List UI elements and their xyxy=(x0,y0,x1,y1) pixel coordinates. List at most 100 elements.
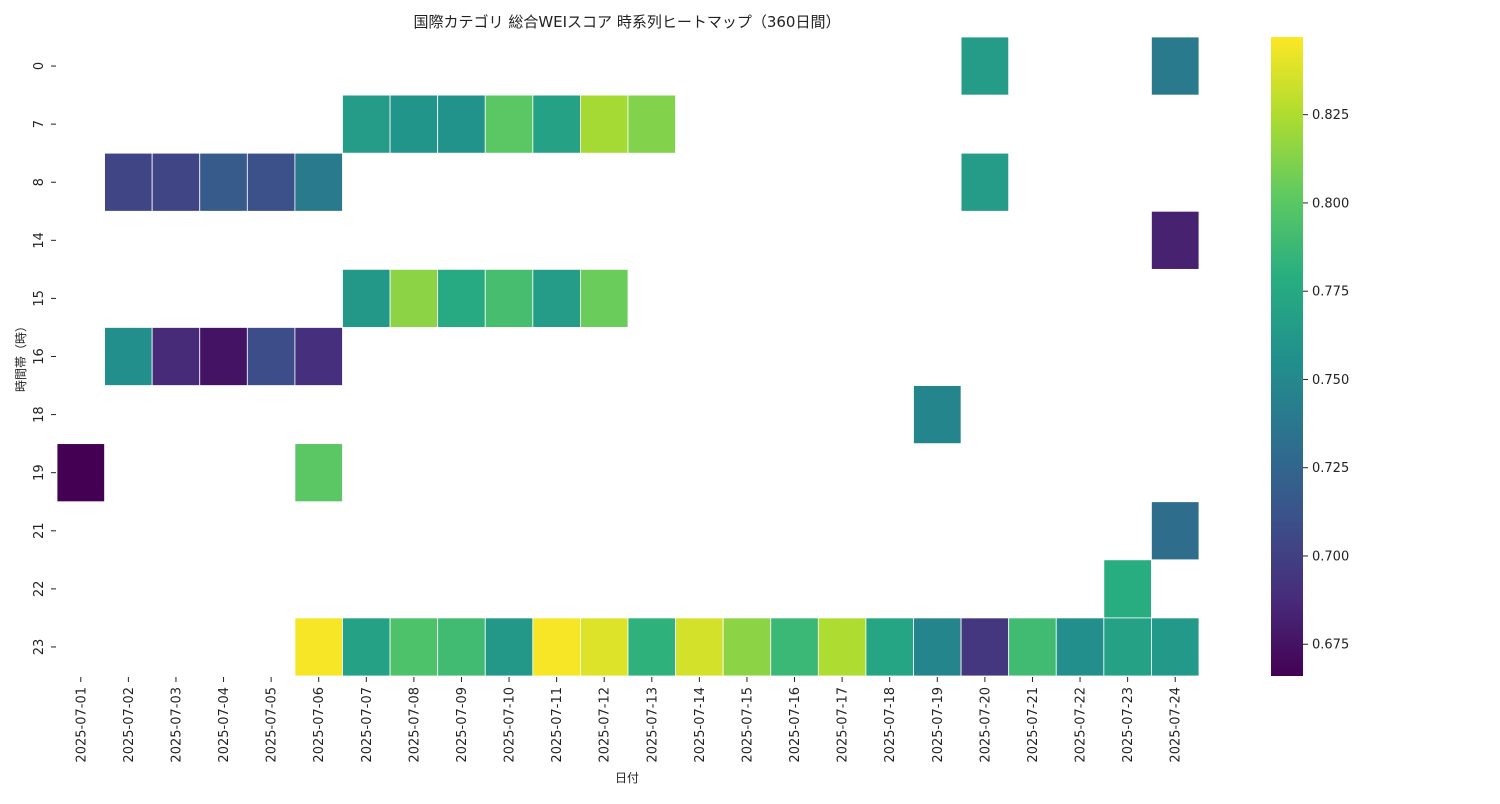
heatmap-cell xyxy=(1151,617,1200,677)
heatmap-cell xyxy=(437,94,486,154)
x-tick-label: 2025-07-13 xyxy=(645,687,660,763)
x-tick-label: 2025-07-04 xyxy=(217,687,232,763)
heatmap-cells xyxy=(56,36,1200,677)
heatmap-cell xyxy=(532,268,581,328)
heatmap-cell xyxy=(437,617,486,677)
heatmap-cell xyxy=(151,152,201,212)
heatmap-cell xyxy=(1103,559,1152,619)
x-tick-label: 2025-07-15 xyxy=(740,687,755,763)
y-tick-label: 8 xyxy=(32,178,47,186)
heatmap-cell xyxy=(532,617,581,677)
heatmap-cell xyxy=(1151,210,1200,270)
x-tick-label: 2025-07-19 xyxy=(931,687,946,763)
heatmap-cell xyxy=(580,617,629,677)
chart-title: 国際カテゴリ 総合WEIスコア 時系列ヒートマップ（360日間） xyxy=(414,13,841,31)
heatmap-cell xyxy=(865,617,914,677)
colorbar-tick-label: 0.750 xyxy=(1312,373,1349,388)
y-tick-label: 19 xyxy=(32,464,47,481)
y-tick-label: 21 xyxy=(32,522,47,539)
x-tick-label: 2025-07-11 xyxy=(550,687,565,763)
y-tick-label: 15 xyxy=(32,290,47,307)
heatmap-cell xyxy=(199,327,248,386)
heatmap-cell xyxy=(342,617,391,677)
heatmap-cell xyxy=(960,36,1010,96)
heatmap-cell xyxy=(342,94,391,154)
heatmap-cell xyxy=(817,617,867,677)
heatmap-cell xyxy=(437,268,486,328)
heatmap-cell xyxy=(1055,617,1105,677)
heatmap-cell xyxy=(151,327,201,386)
heatmap-cell xyxy=(294,152,343,212)
heatmap-cell xyxy=(675,617,724,677)
x-tick-label: 2025-07-16 xyxy=(788,687,803,763)
x-axis-label: 日付 xyxy=(615,771,639,785)
x-tick-label: 2025-07-09 xyxy=(455,687,470,763)
heatmap-cell xyxy=(770,617,819,677)
heatmap-cell xyxy=(580,94,629,154)
heatmap-cell xyxy=(389,617,439,677)
x-tick-label: 2025-07-08 xyxy=(407,687,422,763)
y-tick-label: 22 xyxy=(32,581,47,598)
heatmap-cell xyxy=(913,617,962,677)
heatmap-cell xyxy=(484,94,534,154)
x-tick-label: 2025-07-07 xyxy=(360,687,375,763)
heatmap-cell xyxy=(104,327,153,386)
x-tick-label: 2025-07-20 xyxy=(978,687,993,763)
heatmap-cell xyxy=(960,617,1010,677)
colorbar-tick-label: 0.725 xyxy=(1312,461,1349,476)
heatmap-cell xyxy=(1008,617,1057,677)
heatmap-cell xyxy=(1151,501,1200,561)
heatmap-cell xyxy=(294,327,343,386)
y-axis-label: 時間帯（時） xyxy=(14,320,28,392)
y-tick-label: 0 xyxy=(32,62,47,70)
heatmap-cell xyxy=(484,617,534,677)
heatmap-cell xyxy=(294,617,343,677)
heatmap-cell xyxy=(532,94,581,154)
colorbar-tick-label: 0.825 xyxy=(1312,108,1349,123)
x-tick-label: 2025-07-22 xyxy=(1074,687,1089,763)
heatmap-cell xyxy=(627,617,676,677)
y-axis: 0 7 8 14 15 16 18 19 21 22 23 xyxy=(32,62,56,655)
heatmap-cell xyxy=(104,152,153,212)
x-tick-label: 2025-07-06 xyxy=(312,687,327,763)
y-tick-label: 23 xyxy=(32,639,47,656)
heatmap-cell xyxy=(342,268,391,328)
x-tick-label: 2025-07-05 xyxy=(265,687,280,763)
x-tick-label: 2025-07-14 xyxy=(693,687,708,763)
heatmap-cell xyxy=(389,94,439,154)
x-axis: 2025-07-01 2025-07-02 2025-07-03 2025-07-04… xyxy=(74,677,1184,763)
heatmap-cell xyxy=(294,443,343,503)
heatmap-cell xyxy=(56,443,105,503)
heatmap-cell xyxy=(246,327,296,386)
x-tick-label: 2025-07-18 xyxy=(883,687,898,763)
heatmap-cell xyxy=(1103,617,1152,677)
heatmap-cell xyxy=(389,268,439,328)
heatmap-cell xyxy=(484,268,534,328)
heatmap-cell xyxy=(246,152,296,212)
colorbar-tick-label: 0.700 xyxy=(1312,549,1349,564)
x-tick-label: 2025-07-12 xyxy=(598,687,613,763)
x-tick-label: 2025-07-17 xyxy=(836,687,851,763)
colorbar-gradient xyxy=(1271,37,1303,676)
x-tick-label: 2025-07-01 xyxy=(74,687,89,763)
heatmap-cell xyxy=(199,152,248,212)
heatmap-cell xyxy=(1151,36,1200,96)
colorbar-ticks: 0.675 0.700 0.725 0.750 0.775 0.800 0.825 xyxy=(1303,108,1349,653)
y-tick-label: 16 xyxy=(32,348,47,365)
x-tick-label: 2025-07-03 xyxy=(169,687,184,763)
x-tick-label: 2025-07-23 xyxy=(1121,687,1136,763)
y-tick-label: 7 xyxy=(32,120,47,128)
y-tick-label: 18 xyxy=(32,406,47,423)
colorbar: 0.675 0.700 0.725 0.750 0.775 0.800 0.825 xyxy=(1271,37,1349,676)
colorbar-tick-label: 0.775 xyxy=(1312,285,1349,300)
heatmap-cell xyxy=(722,617,772,677)
heatmap-cell xyxy=(627,94,676,154)
x-tick-label: 2025-07-24 xyxy=(1169,687,1184,763)
x-tick-label: 2025-07-02 xyxy=(122,687,137,763)
y-tick-label: 14 xyxy=(32,232,47,249)
heatmap-cell xyxy=(913,385,962,445)
heatmap-cell xyxy=(960,152,1010,212)
colorbar-tick-label: 0.675 xyxy=(1312,638,1349,653)
colorbar-tick-label: 0.800 xyxy=(1312,196,1349,211)
